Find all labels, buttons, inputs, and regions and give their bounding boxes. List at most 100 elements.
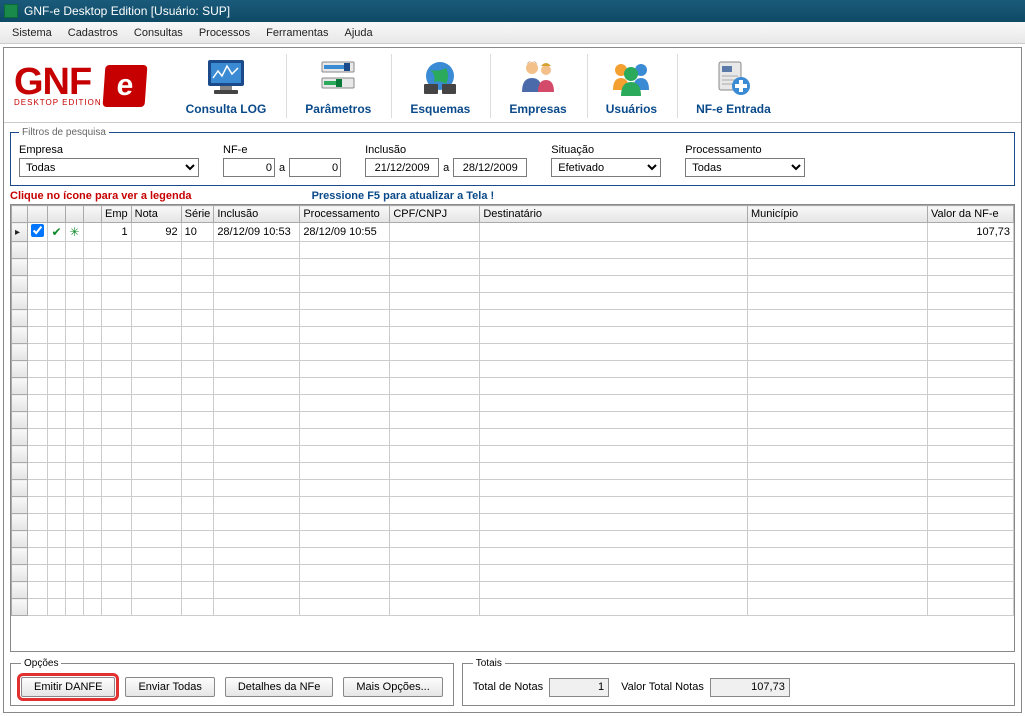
empresas-label: Empresas (509, 102, 566, 116)
col-serie[interactable]: Série (181, 206, 214, 223)
situacao-label: Situação (551, 144, 661, 156)
filter-nfe: NF-e a (223, 144, 341, 177)
table-row[interactable] (12, 429, 1014, 446)
menu-consultas[interactable]: Consultas (126, 25, 191, 41)
filter-situacao: Situação Efetivado (551, 144, 661, 177)
table-row[interactable] (12, 344, 1014, 361)
col-destinatario[interactable]: Destinatário (480, 206, 748, 223)
main-content: GNF DESKTOP EDITION e Consulta LOG (3, 47, 1022, 713)
table-row[interactable] (12, 497, 1014, 514)
table-row[interactable] (12, 480, 1014, 497)
table-row[interactable] (12, 412, 1014, 429)
row-checkbox[interactable] (31, 224, 44, 237)
legend-hint: Clique no ícone para ver a legenda (10, 190, 192, 202)
valor-total-label: Valor Total Notas (621, 681, 704, 693)
filter-empresa: Empresa Todas (19, 144, 199, 177)
table-row[interactable] (12, 293, 1014, 310)
table-row[interactable] (12, 565, 1014, 582)
col-municipio[interactable]: Município (748, 206, 928, 223)
parametros-label: Parâmetros (305, 102, 371, 116)
logo-text: GNF (14, 65, 102, 99)
nfe-sep: a (279, 162, 285, 174)
usuarios-label: Usuários (606, 102, 657, 116)
nfe-from-input[interactable] (223, 158, 275, 177)
table-row[interactable] (12, 242, 1014, 259)
table-row[interactable] (12, 361, 1014, 378)
data-grid[interactable]: Emp Nota Série Inclusão Processamento CP… (10, 204, 1015, 652)
detalhes-nfe-button[interactable]: Detalhes da NFe (225, 677, 334, 697)
menu-processos[interactable]: Processos (191, 25, 258, 41)
empresas-button[interactable]: Empresas (490, 54, 568, 118)
monitor-icon (202, 56, 250, 100)
table-row[interactable] (12, 599, 1014, 616)
col-inclusao[interactable]: Inclusão (214, 206, 300, 223)
logo-badge: e (102, 65, 147, 107)
cell-mun (748, 223, 928, 242)
check-icon: ✔ (51, 225, 61, 239)
empresa-select[interactable]: Todas (19, 158, 199, 177)
doc-plus-icon (709, 56, 757, 100)
logo-subtitle: DESKTOP EDITION (14, 98, 102, 107)
parametros-button[interactable]: Parâmetros (286, 54, 373, 118)
esquemas-button[interactable]: Esquemas (391, 54, 472, 118)
grid-body: ▸ ✔ ✳ 1 92 10 28/12/09 10:53 28/12/09 10… (12, 223, 1014, 616)
table-row[interactable] (12, 378, 1014, 395)
col-rowhdr (12, 206, 28, 223)
table-row[interactable] (12, 395, 1014, 412)
options-fieldset: Opções Emitir DANFE Enviar Todas Detalhe… (10, 658, 454, 706)
table-row[interactable] (12, 582, 1014, 599)
emitir-danfe-button[interactable]: Emitir DANFE (21, 677, 115, 697)
table-row[interactable] (12, 531, 1014, 548)
nfe-label: NF-e (223, 144, 341, 156)
filters-legend: Filtros de pesquisa (19, 127, 109, 138)
menu-sistema[interactable]: Sistema (4, 25, 60, 41)
col-nota[interactable]: Nota (131, 206, 181, 223)
menu-ferramentas[interactable]: Ferramentas (258, 25, 336, 41)
col-processamento[interactable]: Processamento (300, 206, 390, 223)
table-row[interactable] (12, 327, 1014, 344)
inclusao-from-input[interactable] (365, 158, 439, 177)
menu-ajuda[interactable]: Ajuda (337, 25, 381, 41)
row-marker-icon: ▸ (15, 227, 20, 238)
options-legend: Opções (21, 658, 61, 669)
empresa-label: Empresa (19, 144, 199, 156)
totals-fieldset: Totais Total de Notas Valor Total Notas (462, 658, 1015, 706)
menu-cadastros[interactable]: Cadastros (60, 25, 126, 41)
enviar-todas-button[interactable]: Enviar Todas (125, 677, 214, 697)
filter-inclusao: Inclusão a (365, 144, 527, 177)
mais-opcoes-button[interactable]: Mais Opções... (343, 677, 442, 697)
col-emp[interactable]: Emp (102, 206, 132, 223)
table-row[interactable] (12, 514, 1014, 531)
logo: GNF DESKTOP EDITION e (14, 65, 146, 107)
col-valor[interactable]: Valor da NF-e (928, 206, 1014, 223)
processamento-select[interactable]: Todas (685, 158, 805, 177)
cell-nota: 92 (131, 223, 181, 242)
table-row[interactable] (12, 259, 1014, 276)
table-row[interactable] (12, 463, 1014, 480)
app-icon (4, 4, 18, 18)
situacao-select[interactable]: Efetivado (551, 158, 661, 177)
table-row[interactable] (12, 276, 1014, 293)
window-title: GNF-e Desktop Edition [Usuário: SUP] (24, 4, 230, 18)
hint-row: Clique no ícone para ver a legenda Press… (4, 190, 1021, 202)
table-row[interactable] (12, 548, 1014, 565)
inclusao-to-input[interactable] (453, 158, 527, 177)
consulta-log-label: Consulta LOG (186, 102, 267, 116)
nfe-to-input[interactable] (289, 158, 341, 177)
usuarios-button[interactable]: Usuários (587, 54, 659, 118)
col-cpf[interactable]: CPF/CNPJ (390, 206, 480, 223)
totals-legend: Totais (473, 658, 505, 669)
consulta-log-button[interactable]: Consulta LOG (186, 54, 269, 118)
refresh-hint: Pressione F5 para atualizar a Tela ! (312, 190, 495, 202)
table-row[interactable] (12, 446, 1014, 463)
big-toolbar: Consulta LOG Parâmetros (186, 54, 1011, 118)
sliders-icon (314, 56, 362, 100)
filter-processamento: Processamento Todas (685, 144, 805, 177)
total-notas-label: Total de Notas (473, 681, 543, 693)
table-row[interactable] (12, 310, 1014, 327)
table-row[interactable]: ▸ ✔ ✳ 1 92 10 28/12/09 10:53 28/12/09 10… (12, 223, 1014, 242)
cog-icon: ✳ (69, 225, 79, 239)
nfe-entrada-button[interactable]: NF-e Entrada (677, 54, 773, 118)
cell-serie: 10 (181, 223, 214, 242)
cell-dest (480, 223, 748, 242)
